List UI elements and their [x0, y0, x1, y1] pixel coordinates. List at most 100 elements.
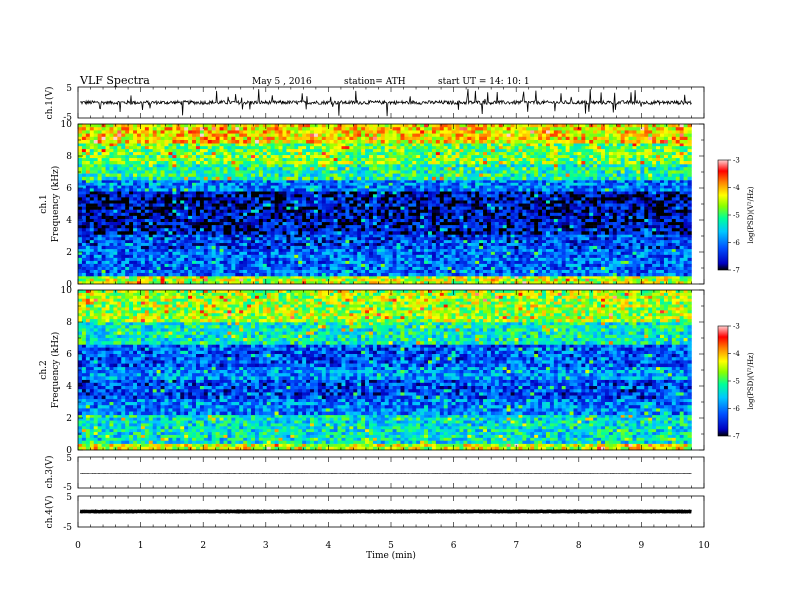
spectrogram-cell [243, 218, 248, 223]
spectrogram-cell [125, 203, 130, 207]
spectrogram-cell [565, 209, 570, 214]
spectrogram-cell [660, 266, 665, 271]
spectrogram-cell [494, 276, 500, 279]
spectrogram-cell [577, 248, 582, 253]
spectrogram-cell [148, 248, 154, 253]
spectrogram-cell [392, 194, 397, 198]
spectrogram-cell [483, 194, 488, 198]
spectrogram-cell [475, 278, 480, 282]
spectrogram-cell [148, 194, 154, 198]
spectrogram-cell [400, 225, 405, 229]
spectrogram-cell [577, 263, 582, 268]
spectrogram-cell [589, 197, 594, 201]
spectrogram-cell [538, 225, 543, 229]
spectrogram-cell [459, 263, 464, 268]
spectrogram-cell [306, 257, 311, 262]
spectrogram-cell [667, 206, 673, 211]
spectrogram-cell [428, 254, 433, 259]
spectrogram-cell [152, 209, 157, 214]
spectrogram-cell [483, 276, 488, 279]
spectrogram-cell [640, 240, 645, 244]
spectrogram-cell [522, 209, 527, 214]
spectrogram-cell [278, 228, 283, 232]
spectrogram-cell [675, 248, 680, 253]
spectrogram-cell [306, 243, 311, 247]
spectrogram-cell [101, 260, 106, 265]
spectrogram-cell [282, 260, 287, 265]
spectrogram-cell [168, 225, 173, 229]
spectrogram-cell [278, 276, 283, 279]
spectrogram-cell [262, 237, 268, 241]
spectrogram-cell [549, 206, 555, 211]
spectrogram-cell [294, 203, 299, 207]
spectrogram-cell [117, 237, 122, 241]
spectrogram-cell [534, 281, 539, 285]
spectrogram-cell [369, 203, 374, 207]
spectrogram-cell [219, 218, 224, 223]
spectrogram-cell [652, 222, 657, 226]
spectrogram-cell [412, 209, 417, 214]
spectrogram-cell [522, 206, 527, 211]
spectrogram-cell [195, 191, 201, 195]
spectrogram-cell [660, 218, 665, 223]
spectrogram-cell [306, 234, 311, 238]
spectrogram-cell [483, 212, 488, 217]
spectrogram-cell [97, 228, 102, 232]
spectrogram-cell [172, 222, 177, 226]
spectrogram-cell [239, 260, 244, 265]
spectrogram-cell [211, 266, 216, 271]
spectrogram-cell [133, 222, 138, 226]
spectrogram-cell [483, 240, 488, 244]
spectrogram-cell [663, 203, 669, 207]
spectrogram-cell [333, 278, 338, 282]
spectrogram-cell [431, 276, 437, 279]
spectrogram-cell [349, 281, 354, 285]
spectrogram-cell [644, 260, 649, 265]
spectrogram-cell [467, 237, 472, 241]
spectrogram-cell [435, 243, 441, 247]
spectrogram-cell [467, 272, 472, 277]
spectrogram-cell [483, 197, 488, 201]
spectrogram-cell [608, 225, 614, 229]
spectrogram-cell [235, 276, 240, 279]
spectrogram-cell [321, 278, 327, 282]
spectrogram-cell [105, 209, 110, 214]
spectrogram-cell [207, 215, 212, 220]
spectrogram-cell [443, 218, 448, 223]
spectrogram-cell [180, 251, 185, 256]
spectrogram-cell [129, 269, 134, 274]
spectrogram-cell [656, 191, 661, 195]
spectrogram-cell [152, 251, 157, 256]
spectrogram-cell [534, 240, 539, 244]
spectrogram-cell [471, 278, 476, 282]
spectrogram-cell [168, 191, 173, 195]
spectrogram-cell [557, 191, 562, 195]
spectrogram-cell [345, 260, 350, 265]
spectrogram-cell [274, 200, 279, 204]
spectrogram-cell [144, 237, 150, 241]
spectrogram-cell [372, 278, 378, 282]
spectrogram-cell [243, 257, 248, 262]
spectrogram-cell [601, 257, 606, 262]
spectrogram-cell [282, 254, 287, 259]
spectrogram-cell [97, 281, 102, 285]
spectrogram-cell [475, 194, 480, 198]
spectrogram-cell [290, 248, 295, 253]
spectrogram-cell [282, 243, 287, 247]
spectrogram-cell [148, 237, 154, 241]
spectrogram-cell [199, 225, 205, 229]
spectrogram-cell [636, 248, 641, 253]
spectrogram-cell [451, 237, 456, 241]
spectrogram-cell [459, 225, 464, 229]
spectrogram-cell [502, 194, 507, 198]
spectrogram-cell [510, 237, 515, 241]
spectrogram-cell [140, 281, 146, 285]
spectrogram-cell [223, 222, 228, 226]
spectrogram-cell [298, 237, 303, 241]
spectrogram-cell [254, 237, 260, 241]
spectrogram-cell [380, 272, 386, 277]
spectrogram-cell [671, 269, 677, 274]
spectrogram-cell [160, 254, 165, 259]
spectrogram-cell [345, 272, 350, 277]
spectrogram-cell [266, 218, 271, 223]
